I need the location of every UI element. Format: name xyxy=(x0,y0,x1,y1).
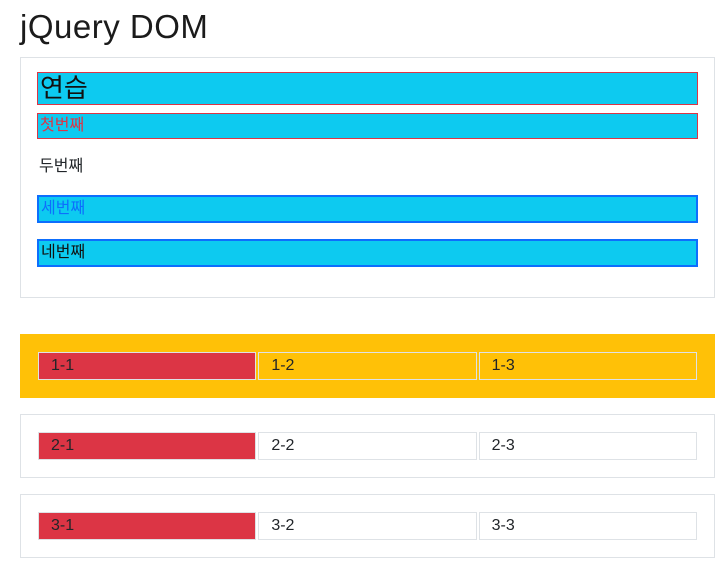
practice-item-second: 두번째 xyxy=(39,158,84,176)
table-2: 2-1 2-2 2-3 xyxy=(36,430,699,462)
cell-2-1: 2-1 xyxy=(38,432,257,461)
cell-2-2: 2-2 xyxy=(258,432,477,461)
practice-item-fourth: 네번째 xyxy=(37,239,698,268)
practice-item-third: 세번째 xyxy=(37,195,698,224)
cell-3-3: 3-3 xyxy=(478,512,697,541)
table-row: 3-1 3-2 3-3 xyxy=(38,512,697,541)
cell-3-2: 3-2 xyxy=(258,512,477,541)
table-3: 3-1 3-2 3-3 xyxy=(36,510,699,542)
cell-2-3: 2-3 xyxy=(478,432,697,461)
cell-1-3: 1-3 xyxy=(478,352,697,381)
table-section-3: 3-1 3-2 3-3 xyxy=(20,494,715,559)
page-title: jQuery DOM xyxy=(20,8,209,45)
cell-3-1: 3-1 xyxy=(38,512,257,541)
table-section-1: 1-1 1-2 1-3 xyxy=(20,334,715,399)
cell-1-1: 1-1 xyxy=(38,352,257,381)
table-1: 1-1 1-2 1-3 xyxy=(36,350,699,382)
table-row: 2-1 2-2 2-3 xyxy=(38,432,697,461)
table-section-2: 2-1 2-2 2-3 xyxy=(20,414,715,479)
cell-1-2: 1-2 xyxy=(258,352,477,381)
practice-panel: 연습 첫번째 두번째 세번째 네번째 xyxy=(20,56,715,299)
table-row: 1-1 1-2 1-3 xyxy=(38,352,697,381)
practice-item-first: 첫번째 xyxy=(37,113,698,140)
practice-heading: 연습 xyxy=(37,71,698,106)
